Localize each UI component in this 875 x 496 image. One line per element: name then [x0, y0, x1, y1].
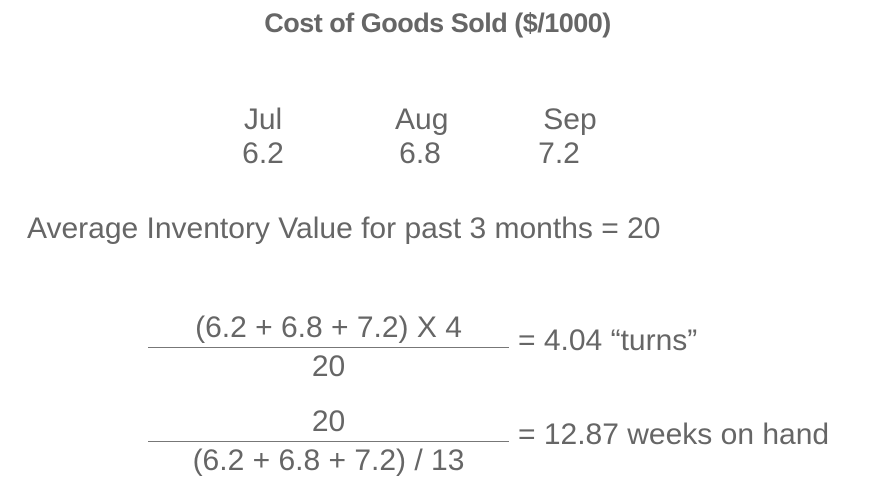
fraction-numerator: 20: [311, 405, 346, 438]
fraction-bar: [148, 347, 509, 348]
turns-result: = 4.04 “turns”: [518, 324, 698, 357]
fraction-bar: [148, 441, 509, 442]
month-label: Sep: [543, 103, 597, 136]
weeks-result: = 12.87 weeks on hand: [518, 418, 830, 451]
month-label: Jul: [243, 103, 283, 136]
month-value: 7.2: [538, 137, 580, 170]
month-column-sep: Sep 7.2: [500, 103, 620, 171]
turns-fraction: (6.2 + 6.8 + 7.2) X 4 20: [148, 311, 509, 384]
month-label: Aug: [395, 103, 449, 136]
fraction-denominator: (6.2 + 6.8 + 7.2) / 13: [192, 444, 465, 477]
month-value: 6.8: [399, 137, 441, 170]
average-inventory-statement: Average Inventory Value for past 3 month…: [27, 212, 661, 245]
month-value: 6.2: [242, 137, 284, 170]
page-title: Cost of Goods Sold ($/1000): [264, 8, 611, 38]
fraction-numerator: (6.2 + 6.8 + 7.2) X 4: [195, 311, 462, 344]
month-column-jul: Jul 6.2: [203, 103, 323, 171]
weeks-fraction: 20 (6.2 + 6.8 + 7.2) / 13: [148, 405, 509, 478]
month-column-aug: Aug 6.8: [369, 103, 489, 171]
fraction-denominator: 20: [311, 350, 346, 383]
